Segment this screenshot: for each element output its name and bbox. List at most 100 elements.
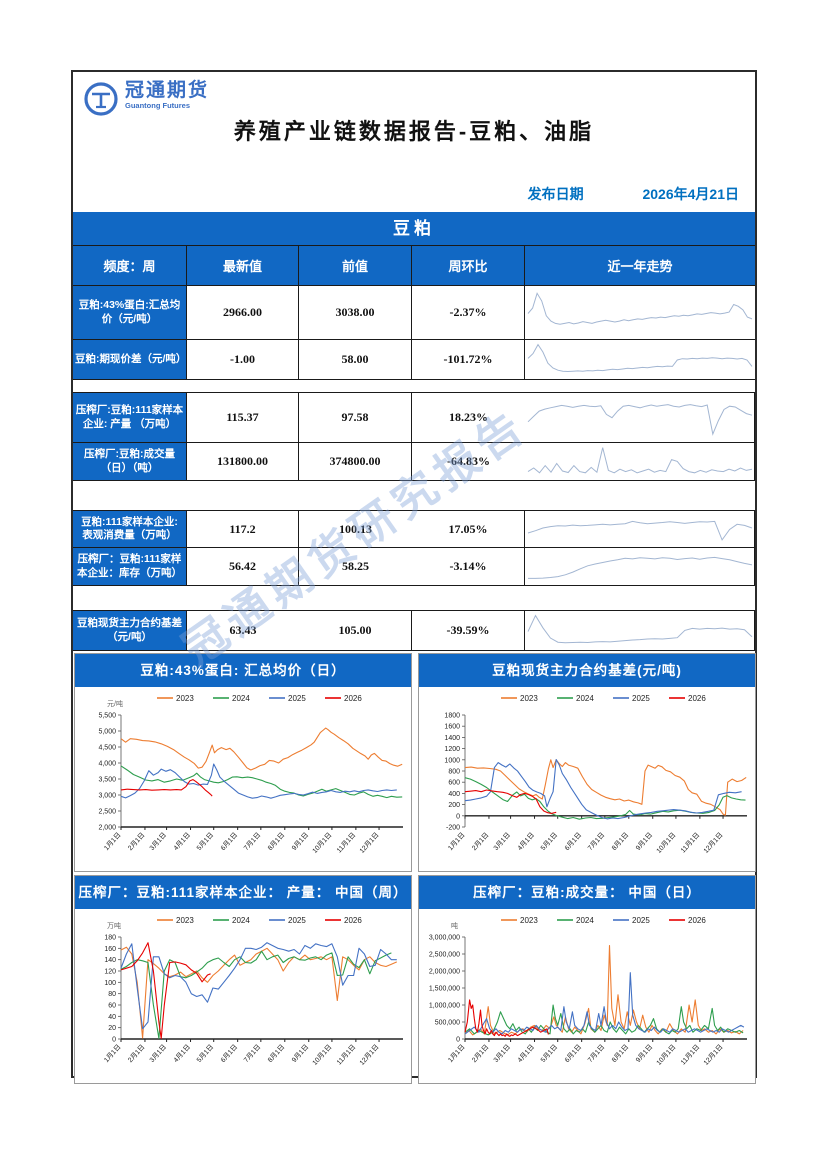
svg-text:180: 180 — [104, 935, 116, 942]
publish-date-value: 2026年4月21日 — [642, 186, 739, 202]
sparkline-svg — [527, 403, 753, 436]
svg-text:8月1日: 8月1日 — [266, 831, 286, 852]
svg-text:200: 200 — [448, 802, 460, 809]
svg-text:11月1日: 11月1日 — [679, 1043, 701, 1067]
latest-value-cell: 131800.00 — [187, 443, 299, 481]
row-label: 豆粕:111家样本企业: 表观消费量（万吨） — [73, 511, 187, 548]
svg-text:20: 20 — [108, 1025, 116, 1032]
svg-text:1月1日: 1月1日 — [446, 1043, 466, 1064]
svg-text:3月1日: 3月1日 — [492, 831, 512, 852]
svg-text:2,000,000: 2,000,000 — [429, 969, 460, 976]
logo-name-cn: 冠通期货 — [125, 80, 210, 101]
svg-text:2月1日: 2月1日 — [126, 1043, 146, 1064]
svg-text:11月1日: 11月1日 — [335, 1043, 357, 1067]
table-separator — [73, 380, 755, 393]
latest-value-cell: 115.37 — [187, 393, 299, 443]
svg-text:500,000: 500,000 — [435, 1020, 460, 1027]
svg-text:-200: -200 — [446, 825, 460, 832]
svg-text:140: 140 — [104, 957, 116, 964]
svg-text:吨: 吨 — [451, 921, 458, 930]
svg-text:2025: 2025 — [288, 694, 306, 703]
avg-price-chart: 2,000 2,500 3,000 3,500 4,000 4,500 5,000 5,500… — [75, 687, 411, 871]
svg-text:6月1日: 6月1日 — [219, 1043, 239, 1064]
svg-text:160: 160 — [104, 946, 116, 953]
svg-text:2,500: 2,500 — [98, 809, 116, 816]
svg-text:2024: 2024 — [232, 694, 250, 703]
publish-date-row: 发布日期 2026年4月21日 — [528, 184, 739, 204]
svg-text:4月1日: 4月1日 — [516, 831, 536, 852]
svg-text:2,000: 2,000 — [98, 825, 116, 832]
svg-text:9月1日: 9月1日 — [290, 831, 310, 852]
row-label: 豆粕现货主力合约基差（元/吨） — [73, 611, 187, 651]
chart-panel-avg-price: 豆粕:43%蛋白: 汇总均价（日） 2,000 2,500 3,000 3,500 4,… — [74, 653, 412, 872]
svg-text:6月1日: 6月1日 — [563, 1043, 583, 1064]
svg-text:2,500,000: 2,500,000 — [429, 952, 460, 959]
sparkline-svg — [527, 343, 753, 373]
svg-text:3,500: 3,500 — [98, 777, 116, 784]
svg-text:12月1日: 12月1日 — [358, 1043, 381, 1067]
svg-text:5月1日: 5月1日 — [195, 1043, 215, 1064]
volume-chart: 0 500,000 1,000,000 1,500,000 2,000,000 2,500… — [419, 909, 755, 1083]
svg-text:4月1日: 4月1日 — [172, 1043, 192, 1064]
svg-text:10月1日: 10月1日 — [311, 1043, 334, 1067]
output-chart: 0 20 40 60 80 100 120 140 160 180 1月1日 2月1日 3月1日 4月1日… — [75, 909, 411, 1083]
svg-text:6月1日: 6月1日 — [563, 831, 583, 852]
svg-text:9月1日: 9月1日 — [634, 1043, 654, 1064]
svg-text:2025: 2025 — [288, 916, 306, 925]
svg-text:10月1日: 10月1日 — [311, 831, 334, 855]
latest-value-cell: -1.00 — [187, 340, 299, 380]
wow-cell: -101.72% — [412, 340, 525, 380]
trend-sparkline — [525, 393, 755, 443]
svg-text:10月1日: 10月1日 — [655, 831, 678, 855]
trend-sparkline — [525, 340, 755, 380]
latest-value-cell: 117.2 — [187, 511, 299, 548]
svg-text:1月1日: 1月1日 — [102, 1043, 122, 1064]
svg-text:8月1日: 8月1日 — [610, 1043, 630, 1064]
chart-title: 豆粕现货主力合约基差(元/吨) — [419, 654, 755, 687]
trend-sparkline — [525, 286, 755, 340]
svg-text:11月1日: 11月1日 — [679, 831, 701, 855]
svg-text:1000: 1000 — [444, 757, 460, 764]
svg-text:12月1日: 12月1日 — [702, 1043, 725, 1067]
logo-text: 冠通期货 Guantong Futures — [125, 80, 210, 111]
svg-text:2023: 2023 — [176, 916, 194, 925]
svg-text:2023: 2023 — [520, 916, 538, 925]
svg-text:万吨: 万吨 — [107, 921, 121, 930]
svg-text:2023: 2023 — [520, 694, 538, 703]
svg-text:100: 100 — [104, 980, 116, 987]
sparkline-svg — [528, 556, 753, 579]
report-header: 冠通期货 Guantong Futures 养殖产业链数据报告-豆粕、油脂 发布… — [73, 72, 755, 212]
svg-text:2月1日: 2月1日 — [126, 831, 146, 852]
svg-text:3,000,000: 3,000,000 — [429, 935, 460, 942]
svg-text:5,500: 5,500 — [98, 713, 116, 720]
sparkline-svg — [527, 447, 753, 474]
table-separator — [73, 586, 755, 611]
svg-text:40: 40 — [108, 1014, 116, 1021]
prev-value-cell: 58.25 — [299, 548, 412, 586]
company-logo: 冠通期货 Guantong Futures — [83, 81, 209, 117]
svg-text:7月1日: 7月1日 — [586, 831, 606, 852]
svg-text:2024: 2024 — [576, 694, 594, 703]
svg-text:4月1日: 4月1日 — [172, 831, 192, 852]
svg-text:120: 120 — [104, 969, 116, 976]
row-label: 豆粕:43%蛋白:汇总均价（元/吨） — [73, 286, 187, 340]
svg-text:5月1日: 5月1日 — [539, 831, 559, 852]
svg-text:1200: 1200 — [444, 746, 460, 753]
prev-value-cell: 374800.00 — [299, 443, 412, 481]
chart-title: 压榨厂：豆粕:成交量： 中国（日） — [419, 876, 755, 909]
prev-value-cell: 105.00 — [299, 611, 412, 651]
svg-text:400: 400 — [448, 791, 460, 798]
svg-text:2025: 2025 — [632, 694, 650, 703]
svg-text:8月1日: 8月1日 — [266, 1043, 286, 1064]
chart-title: 压榨厂：豆粕:111家样本企业： 产量： 中国（周） — [75, 876, 411, 909]
svg-text:2024: 2024 — [232, 916, 250, 925]
row-label: 压榨厂:豆粕:111家样本企业: 产量 （万吨） — [73, 393, 187, 443]
svg-text:9月1日: 9月1日 — [290, 1043, 310, 1064]
svg-text:元/吨: 元/吨 — [107, 699, 123, 708]
latest-value-cell: 63.43 — [187, 611, 299, 651]
row-label: 豆粕:期现价差（元/吨） — [73, 340, 187, 380]
col-header-wow: 周环比 — [412, 246, 525, 286]
chart-panel-basis: 豆粕现货主力合约基差(元/吨) -200 0 200 400 600 800 1000 120… — [418, 653, 756, 872]
prev-value-cell: 58.00 — [299, 340, 412, 380]
svg-text:7月1日: 7月1日 — [586, 1043, 606, 1064]
